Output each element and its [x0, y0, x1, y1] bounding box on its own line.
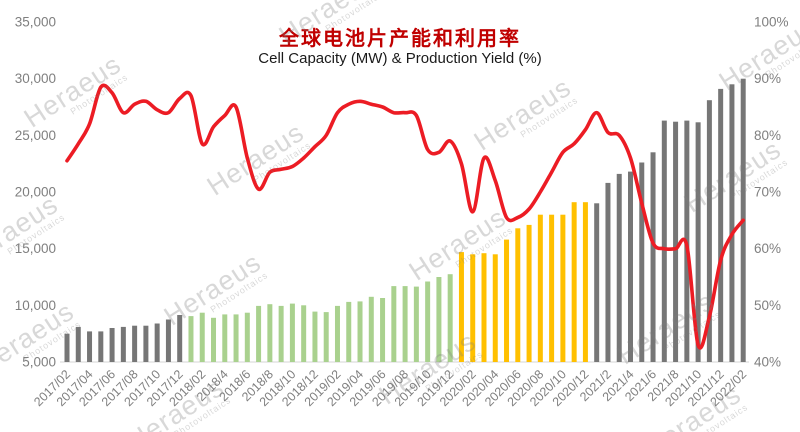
capacity-bar	[436, 277, 442, 362]
capacity-bar	[312, 311, 318, 362]
right-axis-tick-label: 50%	[754, 298, 781, 313]
right-axis-tick-label: 100%	[754, 15, 789, 30]
capacity-bar	[278, 305, 284, 362]
capacity-bar	[447, 274, 453, 362]
capacity-bar	[695, 122, 701, 362]
left-axis-tick-label: 15,000	[15, 241, 56, 256]
capacity-bar	[673, 121, 679, 362]
capacity-bar	[75, 326, 81, 362]
capacity-bar	[492, 254, 498, 362]
capacity-bar	[605, 182, 611, 362]
capacity-bar	[481, 253, 487, 362]
capacity-bar	[357, 301, 363, 362]
capacity-bar	[211, 317, 217, 362]
capacity-bar	[549, 214, 555, 362]
capacity-bar	[526, 224, 532, 362]
left-axis-tick-label: 25,000	[15, 128, 56, 143]
right-axis-tick-label: 60%	[754, 241, 781, 256]
capacity-bar	[661, 120, 667, 362]
yield-line	[65, 83, 745, 350]
capacity-bar	[233, 314, 239, 362]
left-axis-tick-label: 30,000	[15, 71, 56, 86]
capacity-bar	[289, 303, 295, 362]
capacity-bar	[143, 325, 149, 362]
capacity-bar	[334, 305, 340, 362]
capacity-bar	[402, 286, 408, 362]
capacity-bar	[515, 228, 521, 362]
left-axis-tick-label: 20,000	[15, 185, 56, 200]
capacity-bar	[560, 214, 566, 362]
capacity-bar	[594, 203, 600, 362]
left-axis-tick-label: 10,000	[15, 298, 56, 313]
capacity-bar	[165, 319, 171, 362]
capacity-bar	[120, 326, 126, 362]
capacity-bar	[571, 202, 577, 362]
capacity-bar	[222, 314, 228, 362]
chart-subtitle: Cell Capacity (MW) & Production Yield (%…	[258, 50, 542, 67]
right-axis-tick-label: 40%	[754, 355, 781, 370]
right-axis-tick-label: 90%	[754, 71, 781, 86]
capacity-bar	[267, 304, 273, 362]
capacity-bar	[425, 281, 431, 362]
capacity-bar	[650, 152, 656, 362]
capacity-bar	[504, 239, 510, 362]
capacity-bar	[64, 333, 70, 362]
capacity-bar	[718, 88, 724, 363]
capacity-bar	[188, 316, 194, 362]
capacity-bar	[470, 254, 476, 362]
capacity-bar	[639, 162, 645, 362]
capacity-bar	[537, 214, 543, 362]
capacity-bar	[391, 286, 397, 362]
capacity-bar	[87, 331, 93, 362]
capacity-bar	[346, 301, 352, 362]
capacity-bar	[582, 202, 588, 362]
capacity-bar	[244, 312, 250, 362]
capacity-bar	[413, 286, 419, 362]
capacity-bar	[132, 325, 138, 362]
capacity-bar	[729, 84, 735, 363]
right-axis-tick-label: 70%	[754, 185, 781, 200]
capacity-bar	[301, 305, 307, 362]
capacity-bar	[154, 323, 160, 362]
capacity-bar	[368, 296, 374, 362]
right-axis-tick-label: 80%	[754, 128, 781, 143]
chart-title: 全球电池片产能和利用率	[279, 28, 521, 50]
capacity-bar	[628, 171, 633, 362]
capacity-bar	[177, 315, 183, 362]
capacity-bar	[380, 298, 386, 362]
capacity-bar	[109, 328, 115, 362]
capacity-bar	[256, 305, 262, 362]
capacity-bar	[98, 331, 104, 362]
capacity-bar	[616, 173, 622, 362]
left-axis-tick-label: 5,000	[22, 355, 56, 370]
capacity-bar	[323, 312, 329, 362]
capacity-bar	[706, 100, 712, 362]
capacity-bar	[199, 312, 205, 362]
capacity-bar	[458, 252, 464, 362]
left-axis-tick-label: 35,000	[15, 15, 56, 30]
